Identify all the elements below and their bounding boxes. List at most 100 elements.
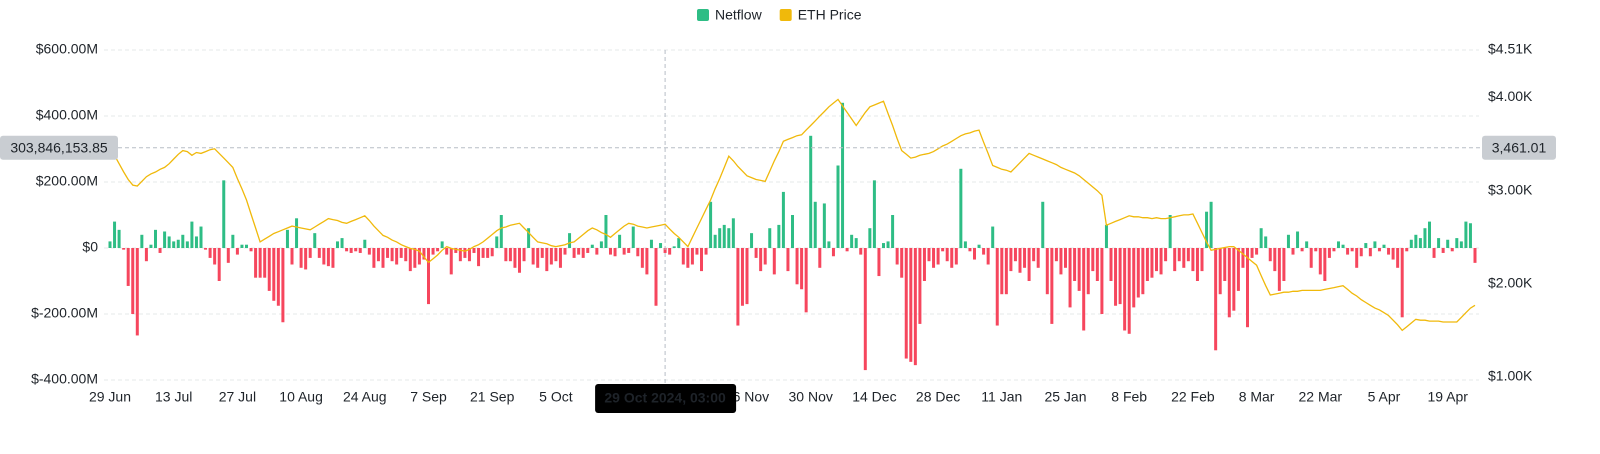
bar: [1359, 248, 1363, 257]
bar: [1455, 238, 1459, 248]
bar: [149, 244, 153, 248]
x-tick-label: 29 Jun: [89, 389, 131, 405]
bar: [1318, 248, 1322, 275]
bar: [404, 248, 408, 262]
bar: [281, 248, 285, 323]
bar: [427, 248, 430, 305]
bar: [1405, 248, 1409, 252]
bar: [845, 248, 849, 252]
bar: [495, 236, 499, 248]
bar: [1100, 248, 1104, 314]
bar: [217, 248, 221, 281]
bar: [331, 248, 335, 268]
bar: [1337, 241, 1340, 248]
bar: [932, 248, 936, 268]
bar: [194, 236, 198, 248]
bar: [841, 102, 845, 248]
bar: [1223, 248, 1227, 281]
bar: [295, 218, 299, 248]
bar: [886, 241, 890, 248]
bar: [1123, 248, 1127, 331]
bar: [536, 248, 540, 268]
bar: [558, 248, 562, 268]
bar: [226, 248, 230, 263]
bar: [1095, 248, 1099, 281]
bar: [1432, 248, 1436, 258]
bar: [222, 180, 226, 248]
bar: [1018, 248, 1022, 273]
bar: [1341, 244, 1345, 248]
bar: [991, 226, 995, 248]
bar: [1027, 248, 1031, 281]
crosshair-y2-label: 3,461.01: [1492, 139, 1547, 155]
bar: [254, 248, 258, 278]
bar: [1446, 239, 1450, 248]
bar: [922, 248, 926, 281]
bar: [995, 248, 999, 326]
bar: [1373, 241, 1377, 248]
x-tick-label: 27 Jul: [219, 389, 256, 405]
bar: [263, 248, 267, 278]
bar: [968, 248, 972, 252]
bar: [345, 248, 349, 252]
bar: [367, 248, 371, 255]
bar: [791, 215, 794, 248]
bar: [513, 248, 517, 268]
bar: [1064, 248, 1067, 268]
bar: [895, 248, 899, 265]
bar: [117, 229, 121, 248]
bar: [490, 248, 494, 257]
bar: [304, 248, 308, 270]
bar: [240, 244, 244, 248]
bar: [272, 248, 276, 301]
bar: [863, 248, 867, 371]
bar: [376, 248, 380, 262]
bar: [1186, 248, 1190, 262]
bar: [440, 241, 444, 248]
bar: [308, 248, 312, 258]
x-tick-label: 22 Feb: [1171, 389, 1215, 405]
bar: [258, 248, 262, 278]
bar: [1423, 228, 1427, 248]
bar: [276, 248, 280, 306]
bar: [795, 248, 799, 285]
bar: [199, 226, 203, 248]
bar: [1132, 248, 1136, 308]
bar: [1286, 234, 1290, 248]
bar: [918, 248, 922, 324]
bar: [631, 226, 635, 248]
bar: [727, 228, 731, 248]
bar: [1377, 248, 1381, 252]
bar: [554, 248, 558, 262]
y-tick-label: $600.00M: [36, 41, 98, 57]
bar: [522, 248, 526, 262]
bar: [563, 248, 567, 255]
bar: [1041, 201, 1045, 248]
bar: [527, 228, 531, 248]
bar: [822, 203, 826, 248]
bar: [413, 248, 417, 268]
x-tick-label: 28 Dec: [916, 389, 960, 405]
bar: [1191, 248, 1195, 272]
y2-tick-label: $3.00K: [1488, 181, 1533, 197]
bar: [386, 248, 390, 258]
bar: [504, 248, 508, 262]
y-tick-label: $-400.00M: [31, 371, 98, 387]
bar: [900, 248, 904, 278]
bar: [1241, 248, 1245, 268]
crosshair-x-label: 29 Oct 2024, 03:00: [604, 390, 726, 406]
bar: [340, 238, 344, 248]
bar: [659, 243, 663, 248]
bar: [326, 248, 330, 267]
bar: [126, 248, 130, 286]
bar: [745, 248, 749, 305]
bar: [636, 248, 640, 257]
bar: [1177, 248, 1181, 262]
bar: [1414, 234, 1418, 248]
bar: [877, 248, 881, 277]
bar: [363, 239, 367, 248]
bar: [686, 248, 690, 268]
bar: [872, 180, 876, 248]
bar: [540, 248, 544, 258]
bar: [1050, 248, 1054, 324]
